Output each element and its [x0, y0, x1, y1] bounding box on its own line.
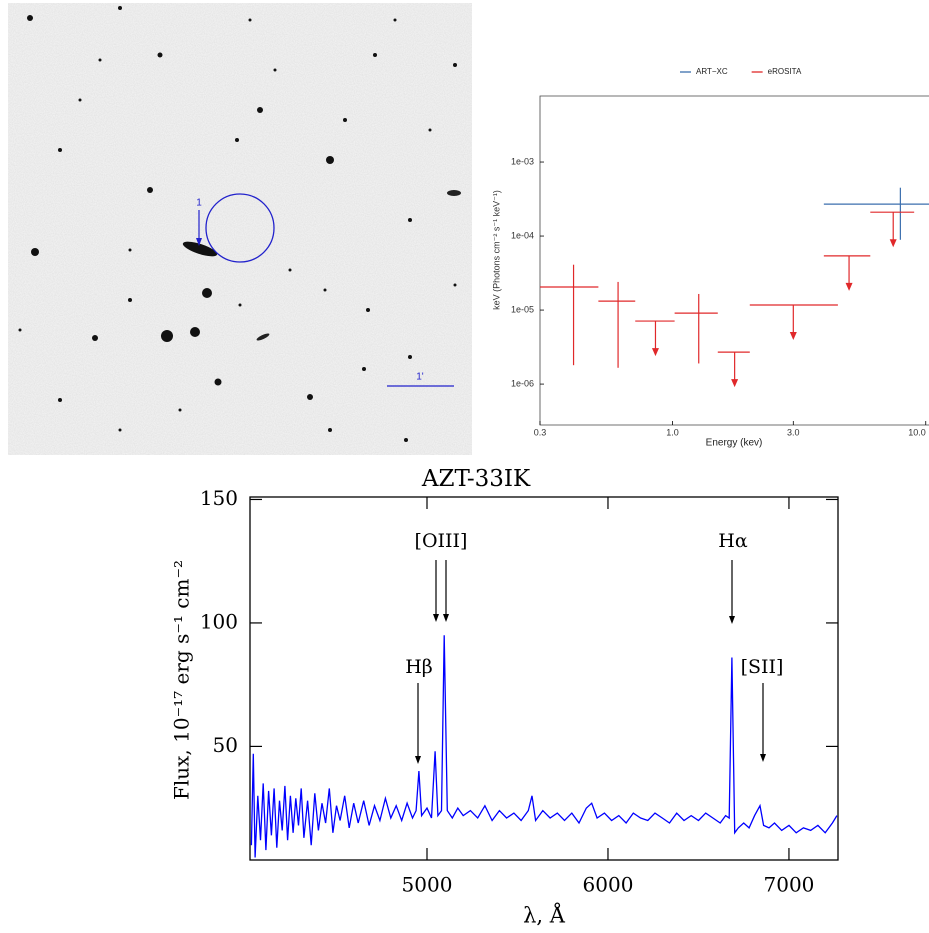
star: [128, 248, 132, 252]
annotation: Hα: [718, 530, 748, 552]
star: [92, 335, 98, 341]
annotation: Hβ: [405, 656, 433, 678]
upper-limit-arrow: [789, 332, 797, 341]
y-tick-label: 1e-05: [511, 304, 534, 314]
x-axis-label: Energy (kev): [706, 438, 763, 449]
star: [328, 428, 332, 432]
x-tick-label: 0.3: [534, 427, 547, 437]
y-tick-label: 1e-04: [511, 230, 534, 240]
star: [238, 303, 242, 307]
star: [78, 98, 82, 102]
star: [118, 6, 122, 10]
y-axis-label: keV (Photons cm⁻² s⁻¹ keV⁻¹): [491, 190, 501, 310]
star: [248, 18, 252, 22]
star: [214, 378, 222, 386]
star: [18, 328, 22, 332]
sky-image: 1 1': [8, 3, 472, 455]
star: [190, 327, 200, 337]
star: [453, 283, 457, 287]
galaxy: [447, 190, 461, 196]
star: [408, 355, 412, 359]
plot-area: [540, 187, 929, 388]
legend-label: eROSITA: [768, 67, 802, 76]
x-tick-label: 10.0: [908, 427, 926, 437]
y-tick-label: 1e-06: [511, 378, 534, 388]
annotation-arrowheads: [415, 614, 766, 764]
star: [147, 187, 153, 193]
y-tick-label: 1e-03: [511, 156, 534, 166]
star: [178, 408, 182, 412]
star: [202, 288, 212, 298]
source-label: 1: [196, 198, 202, 209]
galaxy: [182, 241, 218, 257]
star: [373, 53, 377, 57]
image-noise: [8, 3, 472, 455]
y-tick-label: 150: [200, 486, 238, 510]
axis-frame: [539, 95, 929, 426]
annotation: [SII]: [741, 656, 784, 678]
star: [128, 298, 132, 302]
star: [404, 438, 408, 442]
star: [366, 308, 370, 312]
annotation-arrows: [417, 560, 764, 760]
x-tick-label: 3.0: [787, 427, 800, 437]
star: [393, 18, 397, 22]
source-arrowhead: [196, 238, 202, 246]
galaxy: [256, 333, 270, 341]
star: [235, 138, 239, 142]
legend-label: ART−XC: [696, 67, 728, 76]
star: [257, 107, 263, 113]
upper-limit-arrow: [651, 348, 659, 357]
star: [428, 128, 432, 132]
star: [98, 58, 102, 62]
chart-title: AZT-33IK: [421, 466, 531, 492]
upper-limit-arrow: [845, 282, 853, 291]
star: [157, 52, 163, 58]
star: [307, 394, 313, 400]
star: [288, 268, 292, 272]
axis-frame: [249, 496, 839, 861]
star: [118, 428, 122, 432]
x-tick-label: 1.0: [666, 427, 679, 437]
star: [273, 68, 277, 72]
star: [27, 15, 33, 21]
x-tick-label: 7000: [764, 873, 815, 897]
star: [161, 330, 173, 342]
star: [343, 118, 347, 122]
spectrum-line: [250, 635, 838, 858]
y-axis-label: Flux, 10⁻¹⁷ erg s⁻¹ cm⁻²: [170, 560, 194, 800]
star: [31, 248, 39, 256]
star: [58, 148, 62, 152]
star: [58, 398, 62, 402]
source-circle: [205, 193, 275, 263]
plot-area: [250, 635, 838, 858]
star: [453, 63, 457, 67]
scale-label: 1': [416, 372, 424, 383]
y-tick-label: 100: [200, 609, 238, 633]
star: [326, 156, 334, 164]
star: [408, 218, 412, 222]
upper-limit-arrow: [731, 379, 739, 388]
y-tick-label: 50: [213, 733, 238, 757]
upper-limit-arrow: [889, 239, 897, 248]
star: [323, 288, 327, 292]
x-tick-label: 5000: [402, 873, 453, 897]
star: [362, 367, 366, 371]
x-tick-label: 6000: [583, 873, 634, 897]
x-axis-label: λ, Å: [523, 903, 566, 928]
annotation: [OIII]: [415, 530, 468, 552]
